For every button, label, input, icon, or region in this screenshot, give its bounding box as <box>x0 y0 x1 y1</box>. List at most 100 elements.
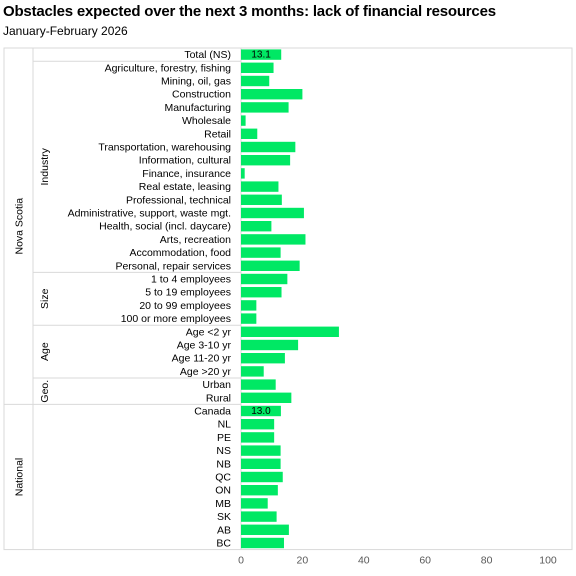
bar <box>241 221 272 232</box>
category-label: 5 to 19 employees <box>145 287 231 299</box>
category-label: ON <box>215 485 231 497</box>
chart-title: Obstacles expected over the next 3 month… <box>3 3 496 20</box>
category-label: Canada <box>194 406 231 418</box>
data-label: 13.1 <box>251 50 271 61</box>
bar <box>241 207 304 219</box>
category-label: NS <box>216 445 231 457</box>
bar <box>241 313 257 324</box>
bar <box>241 234 306 245</box>
x-tick-label: 0 <box>238 555 244 567</box>
bar <box>241 353 285 364</box>
bar <box>241 392 292 403</box>
category-label: Mining, oil, gas <box>161 76 231 88</box>
bar <box>241 155 291 166</box>
bar <box>241 260 300 271</box>
category-label: Administrative, support, waste mgt. <box>68 208 231 220</box>
data-label: 13.0 <box>251 406 271 417</box>
chart-subtitle: January-February 2026 <box>3 24 128 38</box>
bar <box>241 287 282 298</box>
bar <box>241 128 258 139</box>
group-labels: Nova Scotia Industry Size Age Geo. National <box>4 60 241 497</box>
bar <box>241 62 274 73</box>
category-label: Manufacturing <box>164 102 231 114</box>
category-label: Construction <box>172 89 231 101</box>
bar <box>241 326 339 337</box>
bar <box>241 181 279 192</box>
bar <box>241 194 282 205</box>
data-labels: 13.1 13.0 <box>251 50 271 417</box>
bar <box>241 102 289 113</box>
category-label: Professional, technical <box>126 194 231 206</box>
bar <box>241 524 289 535</box>
group-label-industry: Industry <box>39 147 51 185</box>
group-label-national: National <box>14 458 26 497</box>
x-tick-label: 40 <box>358 555 370 567</box>
category-label: SK <box>217 511 231 523</box>
bar <box>241 485 278 496</box>
bar <box>241 89 303 100</box>
category-label: PE <box>217 432 231 444</box>
category-label: Health, social (incl. daycare) <box>99 221 231 233</box>
category-label: 1 to 4 employees <box>151 274 231 286</box>
category-label: Age 3-10 yr <box>177 340 232 352</box>
bar <box>241 445 281 456</box>
bar <box>241 75 270 87</box>
category-label: Urban <box>202 379 231 391</box>
bar <box>241 537 284 549</box>
group-label-size: Size <box>39 288 51 309</box>
bar <box>241 115 246 126</box>
bar <box>241 366 264 377</box>
category-label: Information, cultural <box>139 155 231 167</box>
group-label-age: Age <box>39 342 51 361</box>
category-label: Arts, recreation <box>160 234 231 246</box>
category-label: Accommodation, food <box>129 247 231 259</box>
category-label: Age <2 yr <box>186 326 232 338</box>
bar <box>241 300 257 311</box>
bar <box>241 498 268 509</box>
plot-border <box>3 47 573 551</box>
x-tick-labels: 0 20 40 60 80 100 <box>238 555 557 567</box>
category-label: Real estate, leasing <box>139 181 231 193</box>
x-tick-label: 60 <box>419 555 431 567</box>
bar <box>241 458 281 469</box>
category-label: Transportation, warehousing <box>98 142 231 154</box>
category-label: Retail <box>204 128 231 140</box>
bar <box>241 405 281 417</box>
category-label: Personal, repair services <box>115 260 231 272</box>
category-label: BC <box>216 538 231 550</box>
bar <box>241 247 281 258</box>
category-label: QC <box>215 472 231 484</box>
bar <box>241 379 276 390</box>
bar <box>241 419 275 430</box>
category-label: Age >20 yr <box>180 366 232 378</box>
category-label: AB <box>217 524 231 536</box>
bar <box>241 432 275 443</box>
bars <box>241 49 339 549</box>
category-labels: Total (NS)Agriculture, forestry, fishing… <box>68 49 232 549</box>
category-label: NL <box>218 419 232 431</box>
bar <box>241 339 299 351</box>
chart-frame <box>3 47 573 551</box>
category-label: Total (NS) <box>184 49 231 61</box>
category-label: Agriculture, forestry, fishing <box>105 62 232 74</box>
bar <box>241 471 283 483</box>
category-label: Wholesale <box>182 115 231 127</box>
category-label: 100 or more employees <box>121 313 231 325</box>
category-label: NB <box>216 458 231 470</box>
group-label-nova-scotia: Nova Scotia <box>14 198 26 255</box>
category-label: 20 to 99 employees <box>139 300 231 312</box>
category-label: Rural <box>206 392 231 404</box>
category-label: MB <box>215 498 231 510</box>
category-label: Finance, insurance <box>142 168 231 180</box>
x-tick-label: 20 <box>297 555 309 567</box>
bar <box>241 168 245 179</box>
x-tick-label: 80 <box>481 555 493 567</box>
bar <box>241 273 288 285</box>
x-tick-label: 100 <box>539 555 557 567</box>
bar <box>241 49 282 60</box>
category-label: Age 11-20 yr <box>172 353 232 365</box>
bar <box>241 141 296 153</box>
group-label-geo-: Geo. <box>39 380 51 403</box>
bar <box>241 511 277 522</box>
